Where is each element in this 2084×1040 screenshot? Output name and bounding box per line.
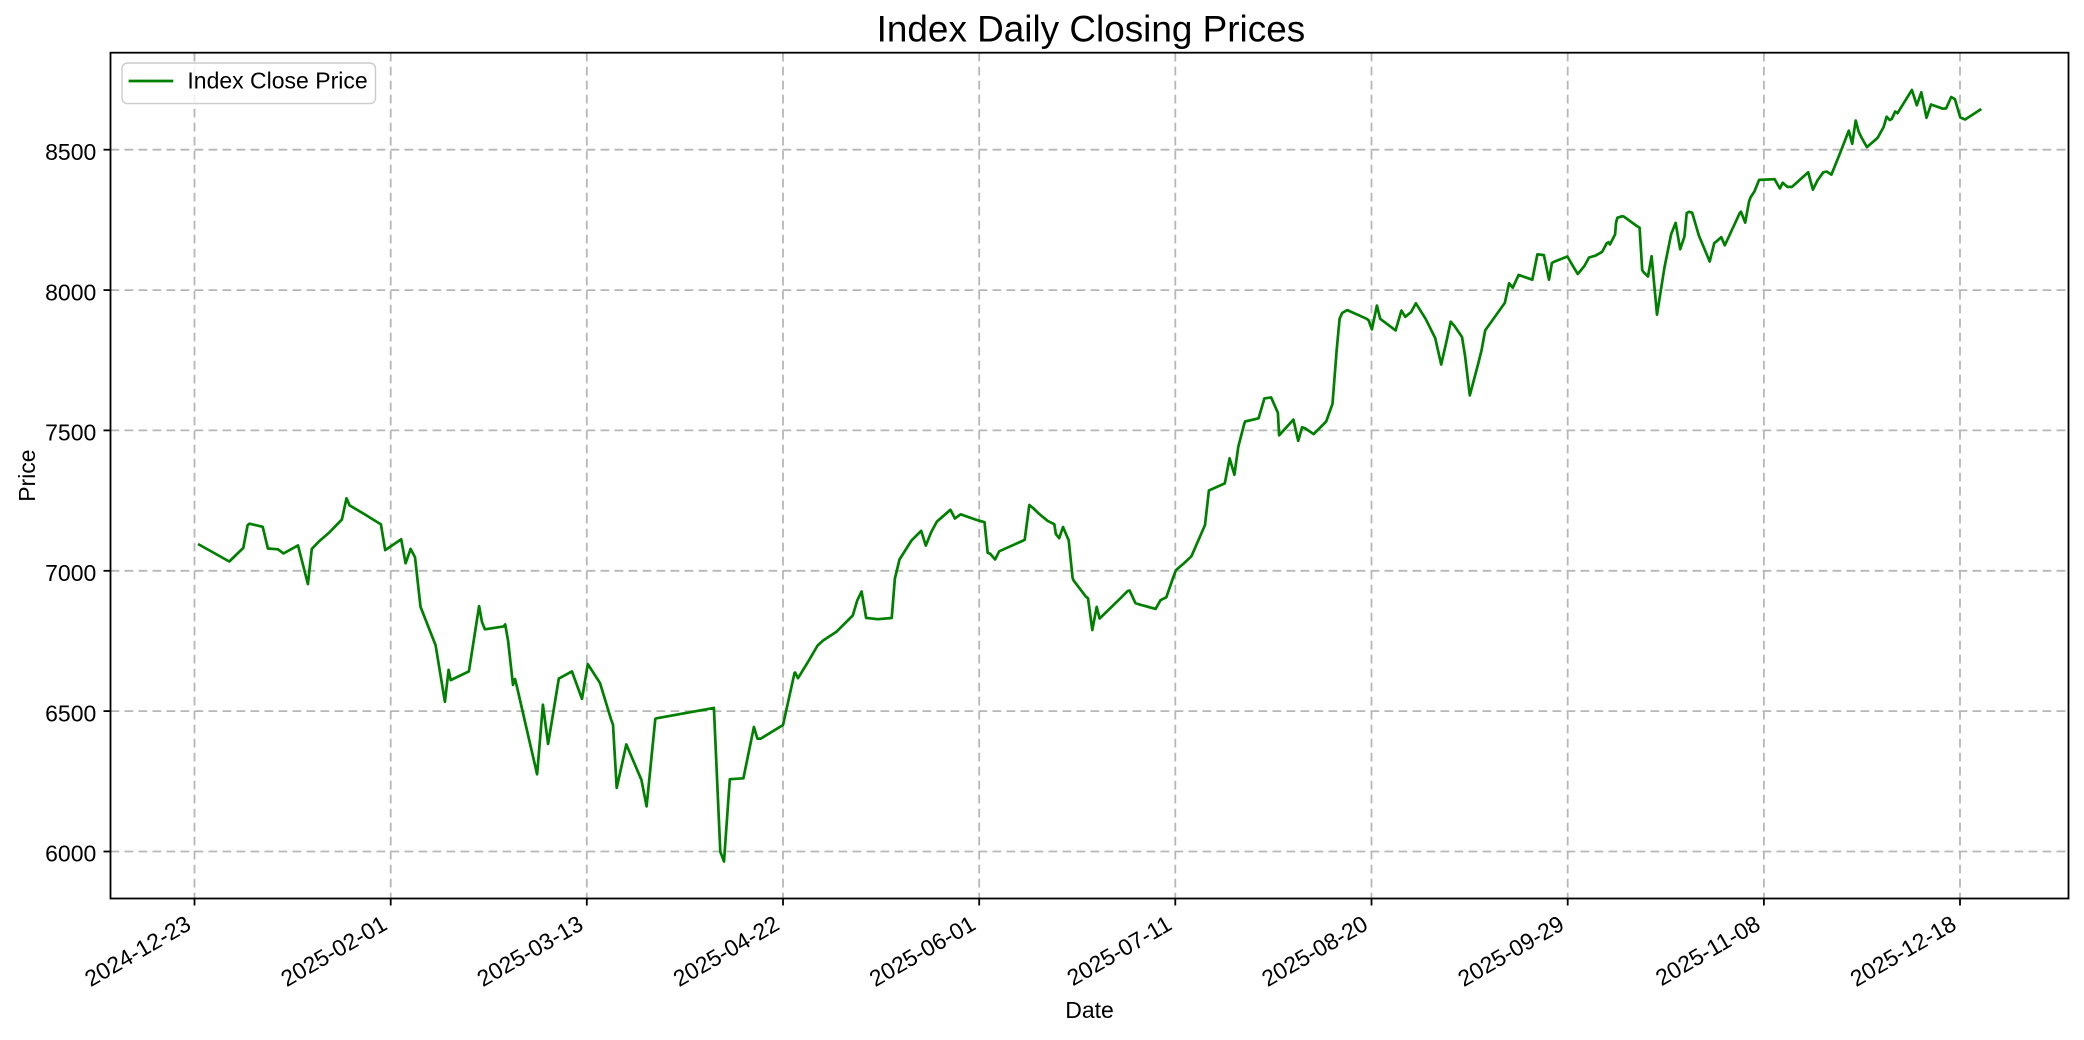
svg-text:7000: 7000 bbox=[45, 560, 96, 586]
svg-text:Date: Date bbox=[1065, 997, 1114, 1023]
svg-text:8500: 8500 bbox=[45, 139, 96, 165]
svg-text:8000: 8000 bbox=[45, 279, 96, 305]
svg-text:Index Daily Closing Prices: Index Daily Closing Prices bbox=[877, 8, 1306, 49]
svg-text:6500: 6500 bbox=[45, 700, 96, 726]
svg-text:7500: 7500 bbox=[45, 420, 96, 446]
svg-text:Index Close Price: Index Close Price bbox=[187, 68, 367, 94]
svg-text:6000: 6000 bbox=[45, 841, 96, 867]
svg-text:Price: Price bbox=[14, 449, 40, 501]
